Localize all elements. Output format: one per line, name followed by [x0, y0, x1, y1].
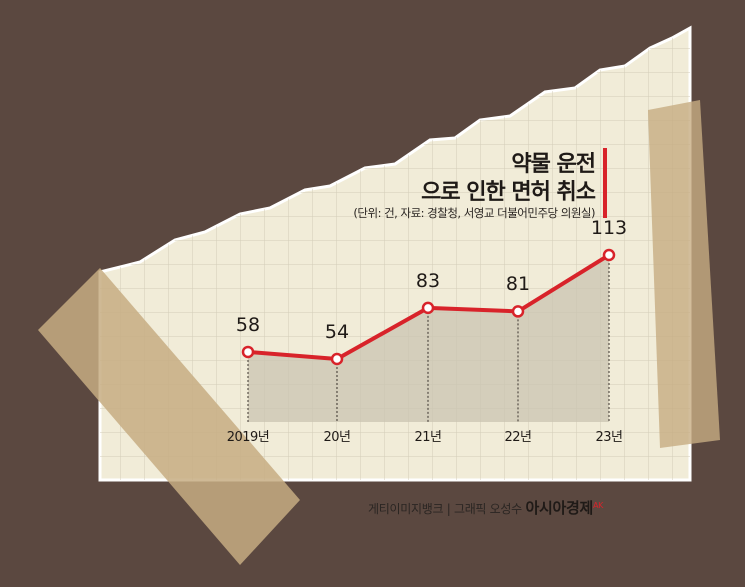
data-label-4: 113 — [590, 217, 628, 239]
credit-line: 게티이미지뱅크 | 그래픽 오성수 아시아경제AK — [368, 497, 603, 518]
chart-subtitle: (단위: 건, 자료: 경찰청, 서영교 더불어민주당 의원실) — [353, 206, 595, 220]
data-label-1: 54 — [324, 321, 350, 343]
tape-right — [648, 100, 720, 448]
x-tick-label-2: 21년 — [414, 430, 442, 445]
chart-title-line1: 약물 운전 — [511, 152, 596, 177]
data-point-2 — [421, 301, 435, 315]
brand-logo: 아시아경제 — [525, 499, 593, 517]
chart-title-line2: 으로 인한 면허 취소 — [421, 180, 596, 205]
x-tick-label-3: 22년 — [504, 430, 532, 445]
data-label-3: 81 — [505, 273, 531, 296]
x-tick-label-1: 20년 — [323, 430, 351, 445]
data-label-2: 83 — [415, 269, 441, 292]
data-point-1 — [330, 352, 344, 366]
series-area — [248, 255, 609, 422]
title-accent-bar — [603, 148, 607, 218]
data-point-3 — [511, 305, 525, 318]
x-tick-label-4: 23년 — [595, 430, 623, 445]
data-label-0: 58 — [235, 313, 261, 336]
x-tick-label-0: 2019년 — [226, 430, 270, 445]
brand-sup: AK — [592, 501, 604, 510]
data-point-0 — [241, 345, 255, 359]
tape-left — [38, 268, 300, 565]
data-point-4 — [602, 248, 616, 262]
chart-area — [241, 248, 616, 422]
credit-text: 게티이미지뱅크 | 그래픽 오성수 — [368, 502, 522, 516]
